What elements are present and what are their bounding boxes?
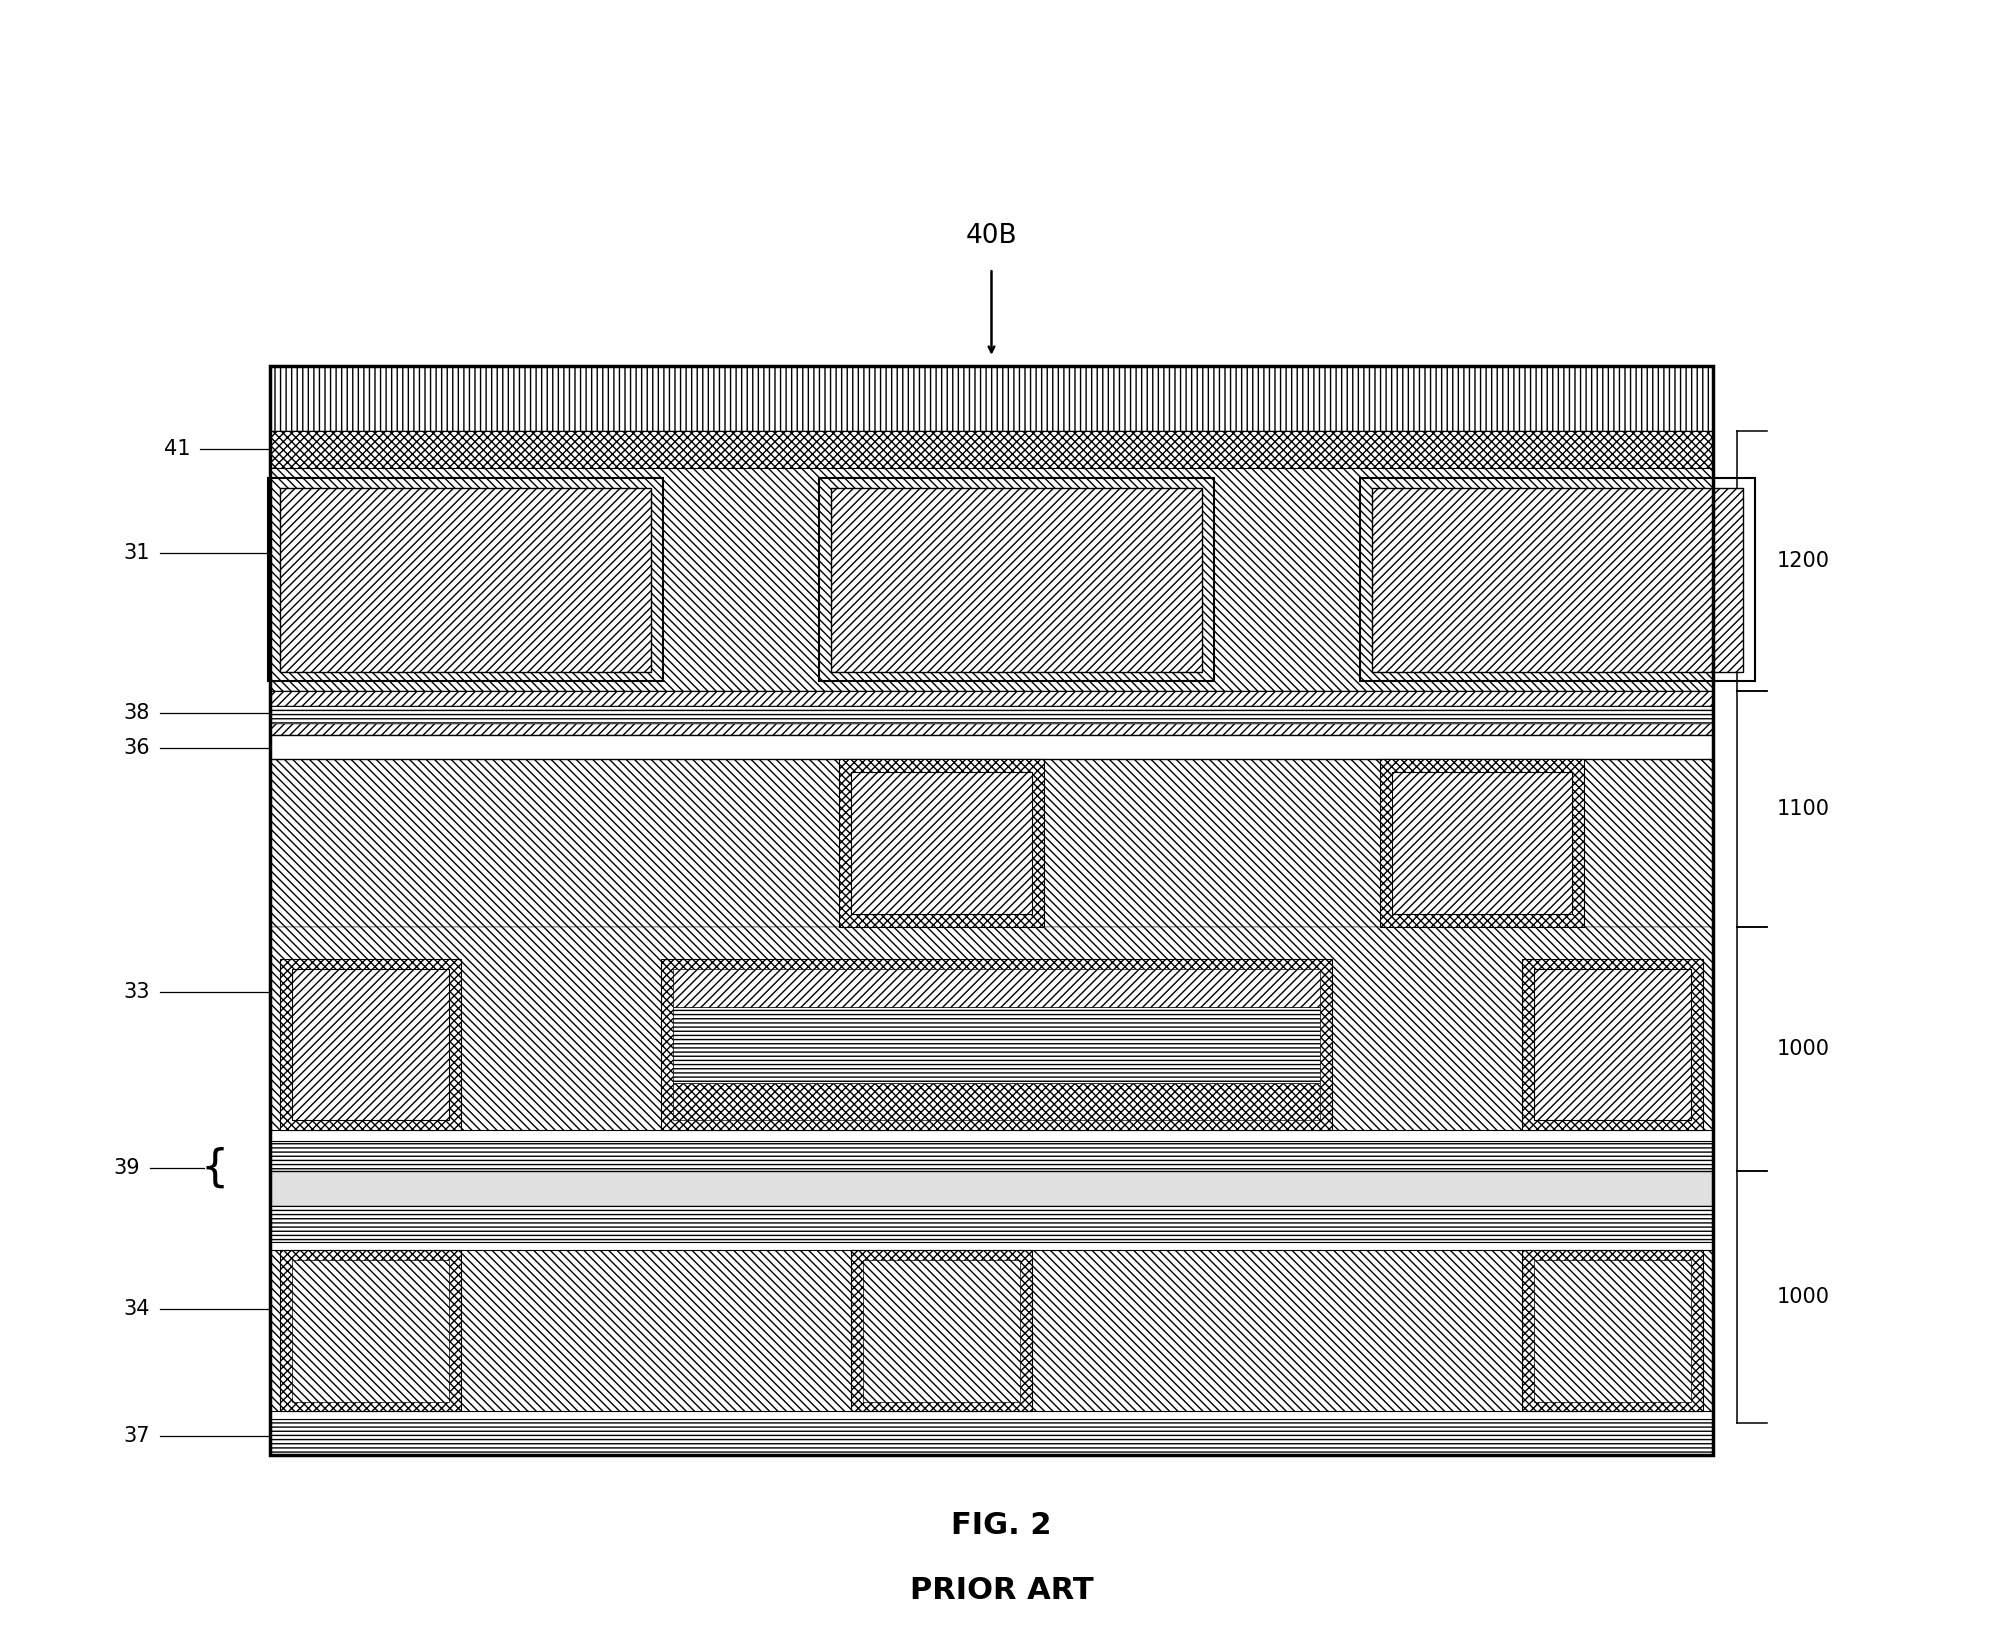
Text: 37: 37 bbox=[124, 1426, 150, 1446]
Bar bbox=[851, 1250, 1032, 1411]
Bar bbox=[851, 772, 1032, 914]
Bar bbox=[1380, 759, 1584, 927]
Bar bbox=[270, 1411, 1713, 1419]
Bar bbox=[1522, 959, 1703, 1130]
Bar bbox=[270, 1130, 1713, 1141]
Bar bbox=[673, 969, 1320, 1006]
Bar bbox=[270, 1242, 1713, 1250]
Bar bbox=[268, 478, 663, 681]
Bar bbox=[270, 1206, 1713, 1242]
Bar bbox=[270, 1141, 1713, 1171]
Text: FIG. 2: FIG. 2 bbox=[951, 1511, 1052, 1540]
Bar bbox=[270, 1419, 1713, 1455]
Bar bbox=[831, 488, 1202, 672]
Text: 1000: 1000 bbox=[1777, 1039, 1829, 1059]
Bar bbox=[839, 759, 1044, 927]
Bar bbox=[673, 1083, 1320, 1120]
Bar bbox=[673, 1006, 1320, 1083]
Bar bbox=[661, 959, 1332, 1130]
Bar bbox=[270, 431, 1713, 468]
Bar bbox=[270, 366, 1713, 431]
Bar bbox=[280, 959, 461, 1130]
Bar bbox=[1360, 478, 1755, 681]
Bar bbox=[270, 735, 1713, 759]
Text: 31: 31 bbox=[124, 543, 150, 563]
Text: 34: 34 bbox=[124, 1299, 150, 1319]
Text: 41: 41 bbox=[164, 439, 190, 459]
Text: 39: 39 bbox=[114, 1158, 140, 1179]
Text: 38: 38 bbox=[124, 702, 150, 724]
Bar bbox=[1522, 1250, 1703, 1411]
Text: 36: 36 bbox=[124, 738, 150, 758]
Bar bbox=[270, 468, 1713, 691]
Bar bbox=[280, 488, 651, 672]
Bar bbox=[270, 691, 1713, 735]
Bar bbox=[270, 759, 1713, 927]
Bar bbox=[1372, 488, 1743, 672]
Bar bbox=[819, 478, 1214, 681]
Text: {: { bbox=[200, 1146, 228, 1190]
Bar bbox=[1392, 772, 1572, 914]
Bar bbox=[1534, 969, 1691, 1120]
Bar bbox=[270, 706, 1713, 724]
Bar bbox=[863, 1260, 1020, 1402]
Bar bbox=[292, 1260, 449, 1402]
Bar bbox=[292, 969, 449, 1120]
Text: 1000: 1000 bbox=[1777, 1286, 1829, 1307]
Bar bbox=[270, 366, 1713, 1455]
Text: 1100: 1100 bbox=[1777, 798, 1829, 820]
Bar bbox=[1534, 1260, 1691, 1402]
Text: 40B: 40B bbox=[965, 223, 1018, 249]
Bar bbox=[270, 927, 1713, 1171]
Bar bbox=[270, 1171, 1713, 1206]
Text: 1200: 1200 bbox=[1777, 551, 1829, 571]
Bar bbox=[280, 1250, 461, 1411]
Bar bbox=[270, 1206, 1713, 1455]
Text: PRIOR ART: PRIOR ART bbox=[909, 1576, 1094, 1605]
Text: 33: 33 bbox=[124, 982, 150, 1002]
